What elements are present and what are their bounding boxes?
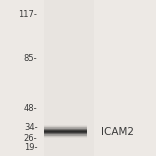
Bar — [44, 133, 87, 134]
Bar — [44, 129, 87, 130]
Bar — [44, 0, 94, 156]
Text: 48-: 48- — [24, 104, 37, 113]
Text: 34-: 34- — [24, 123, 37, 132]
Bar — [44, 137, 87, 138]
Text: 26-: 26- — [24, 134, 37, 143]
Text: 85-: 85- — [24, 54, 37, 63]
Text: ICAM2: ICAM2 — [101, 127, 134, 137]
Bar — [44, 136, 87, 137]
Bar — [44, 137, 87, 138]
Bar — [44, 125, 87, 126]
Text: 117-: 117- — [19, 10, 37, 19]
Bar — [44, 126, 87, 127]
Bar — [44, 131, 87, 132]
Bar — [44, 130, 87, 131]
Bar — [44, 131, 87, 132]
Bar — [44, 127, 87, 128]
Bar — [44, 135, 87, 136]
Bar — [44, 128, 87, 129]
Bar — [44, 134, 87, 135]
Bar — [44, 128, 87, 129]
Bar — [44, 125, 87, 126]
Bar — [44, 134, 87, 135]
Bar — [44, 126, 87, 127]
Bar — [44, 132, 87, 133]
Text: 19-: 19- — [24, 143, 37, 152]
